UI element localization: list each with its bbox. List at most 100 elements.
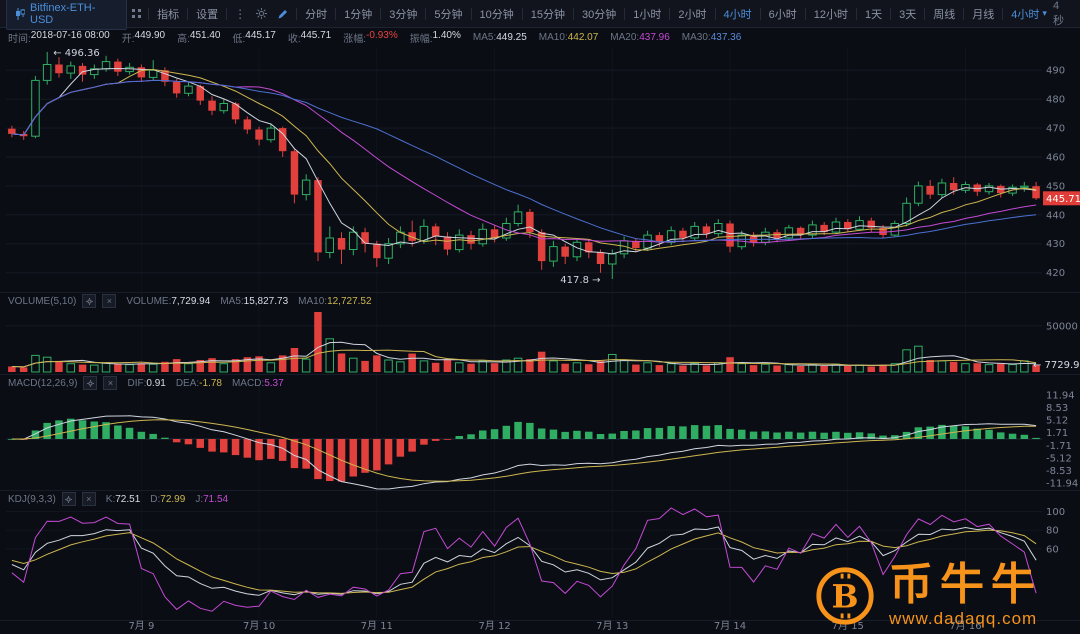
timeframe-list: 分时 1分钟 3分钟 5分钟 10分钟 15分钟 30分钟 1小时 2小时 4小时 6小时 12小时 1… [299,3,1000,25]
svg-text:417.8 →: 417.8 → [560,275,600,286]
chevron-down-icon: ▾ [1042,8,1047,18]
timeframe-4小时[interactable]: 4小时 [718,3,758,25]
timeframe-2小时[interactable]: 2小时 [672,3,712,25]
ohlc-info-item: 涨幅: -0.93% [343,29,398,45]
svg-text:60: 60 [1046,544,1059,555]
svg-text:460: 460 [1046,153,1065,164]
timeframe-1分钟[interactable]: 1分钟 [338,3,378,25]
low-annotation: 417.8 → [560,275,600,286]
gear-icon[interactable] [251,8,272,19]
svg-text:-5.12: -5.12 [1046,453,1072,464]
ma-lines [11,67,1037,255]
price-axis: 490 480 470 460 450 440 430 420 445.71 [1043,66,1080,279]
svg-text:420: 420 [1046,268,1065,279]
ohlc-info-item: 时间: 2018-07-16 08:00 [8,29,110,45]
symbol-label: Bitfinex-ETH-USD [30,1,96,26]
candlestick-icon [15,7,25,20]
svg-text:11.94: 11.94 [1046,391,1075,402]
kdj-pane-header: KDJ(9,3,3) × K: 72.51 D: 72.99 J: 71.54 [8,492,228,506]
ohlc-info-item: MA5: 449.25 [472,31,527,43]
svg-text:80: 80 [1046,526,1059,537]
grid [0,48,1080,621]
kdj-info-item: J: 71.54 [195,493,229,505]
grid-icon[interactable] [127,9,146,18]
ohlc-info-item: 开: 449.90 [121,29,166,45]
svg-text:440: 440 [1046,210,1065,221]
macd-pane-header: MACD(12,26,9) × DIF: 0.91 DEA: -1.78 MACD: 5.… [8,376,284,390]
svg-text:490: 490 [1046,66,1065,77]
pane-close-icon[interactable]: × [81,492,96,506]
svg-text:7月 14: 7月 14 [714,620,746,632]
svg-text:480: 480 [1046,95,1065,106]
svg-text:7月 12: 7月 12 [478,620,510,632]
indicators-button[interactable]: 指标 [151,3,185,25]
volume-pane-header: VOLUME(5,10) × VOLUME: 7,729.94 MA5: 15,827… [8,294,372,308]
high-annotation: ← 496.36 [53,48,100,59]
timeframe-1天[interactable]: 1天 [859,3,888,25]
svg-text:7月 11: 7月 11 [361,620,393,632]
svg-text:5.12: 5.12 [1046,416,1068,427]
period-dropdown-label: 4小时 [1011,8,1040,21]
macd-histogram: 11.948.53 5.121.71 -1.71-5.12 -8.53-11.94 [6,391,1078,490]
settings-button[interactable]: 设置 [190,3,224,25]
pane-close-icon[interactable]: × [102,294,117,308]
timeframe-5分钟[interactable]: 5分钟 [428,3,468,25]
bitcoin-icon: B [816,567,874,625]
svg-text:430: 430 [1046,239,1065,250]
kdj-lines: 100 80 60 [6,507,1065,612]
kdj-info-item: D: 72.99 [150,493,186,505]
svg-text:450: 450 [1046,181,1065,192]
ohlc-info-item: MA30: 437.36 [681,31,742,43]
pane-settings-icon[interactable] [83,376,98,390]
brand-url: www.dadaqq.com [889,609,1038,628]
pane-settings-icon[interactable] [61,492,76,506]
timeframe-周线[interactable]: 周线 [927,3,961,25]
svg-text:-11.94: -11.94 [1046,478,1078,489]
kebab-icon[interactable]: ⋮ [234,6,247,21]
svg-text:100: 100 [1046,507,1065,518]
timeframe-12小时[interactable]: 12小时 [808,3,854,25]
svg-text:← 7729.94: ← 7729.94 [1033,360,1080,371]
svg-text:7月 13: 7月 13 [596,620,628,632]
svg-text:50000: 50000 [1046,321,1078,332]
ohlc-info-item: MA10: 442.07 [538,31,599,43]
volume-pane-title: VOLUME(5,10) [8,295,77,307]
volume-info-item: VOLUME: 7,729.94 [126,295,211,307]
ohlc-info-item: 振幅: 1.40% [409,29,461,45]
timeframe-15分钟[interactable]: 15分钟 [525,3,571,25]
timeframe-3分钟[interactable]: 3分钟 [383,3,423,25]
kdj-pane-title: KDJ(9,3,3) [8,493,56,505]
svg-text:7月 16: 7月 16 [949,620,981,632]
svg-text:-8.53: -8.53 [1046,466,1072,477]
svg-text:445.71: 445.71 [1046,194,1080,205]
symbol-selector[interactable]: Bitfinex-ETH-USD [6,0,128,30]
timeframe-3天[interactable]: 3天 [893,3,922,25]
svg-text:7月 9: 7月 9 [128,620,154,632]
current-price-tag: 445.71 [1043,191,1080,206]
timeframe-10分钟[interactable]: 10分钟 [474,3,520,25]
timeframe-1小时[interactable]: 1小时 [627,3,667,25]
pane-settings-icon[interactable] [82,294,97,308]
ohlc-info-item: 低: 445.17 [232,29,276,45]
timeframe-月线[interactable]: 月线 [966,3,1000,25]
ohlc-info-item: 高: 451.40 [177,29,221,45]
svg-text:1.71: 1.71 [1046,428,1068,439]
timeframe-6小时[interactable]: 6小时 [763,3,803,25]
svg-text:B: B [831,578,858,616]
volume-bars: 50000 ← 7729.94 [6,312,1080,373]
pencil-icon[interactable] [272,8,294,20]
svg-text:470: 470 [1046,124,1065,135]
pane-close-icon[interactable]: × [103,376,118,390]
brand-watermark: B 币牛牛 www.dadaqq.com [813,563,1042,629]
period-dropdown[interactable]: 4小时 ▾ [1005,3,1053,25]
macd-info-item: DIF: 0.91 [127,377,166,389]
svg-text:8.53: 8.53 [1046,403,1068,414]
ohlc-info-item: MA20: 437.96 [610,31,670,43]
macd-info-item: DEA: -1.78 [175,377,222,389]
timeframe-分时[interactable]: 分时 [299,3,333,25]
svg-text:-1.71: -1.71 [1046,441,1072,452]
timeframe-30分钟[interactable]: 30分钟 [576,3,622,25]
candlestick-series [8,51,1040,279]
